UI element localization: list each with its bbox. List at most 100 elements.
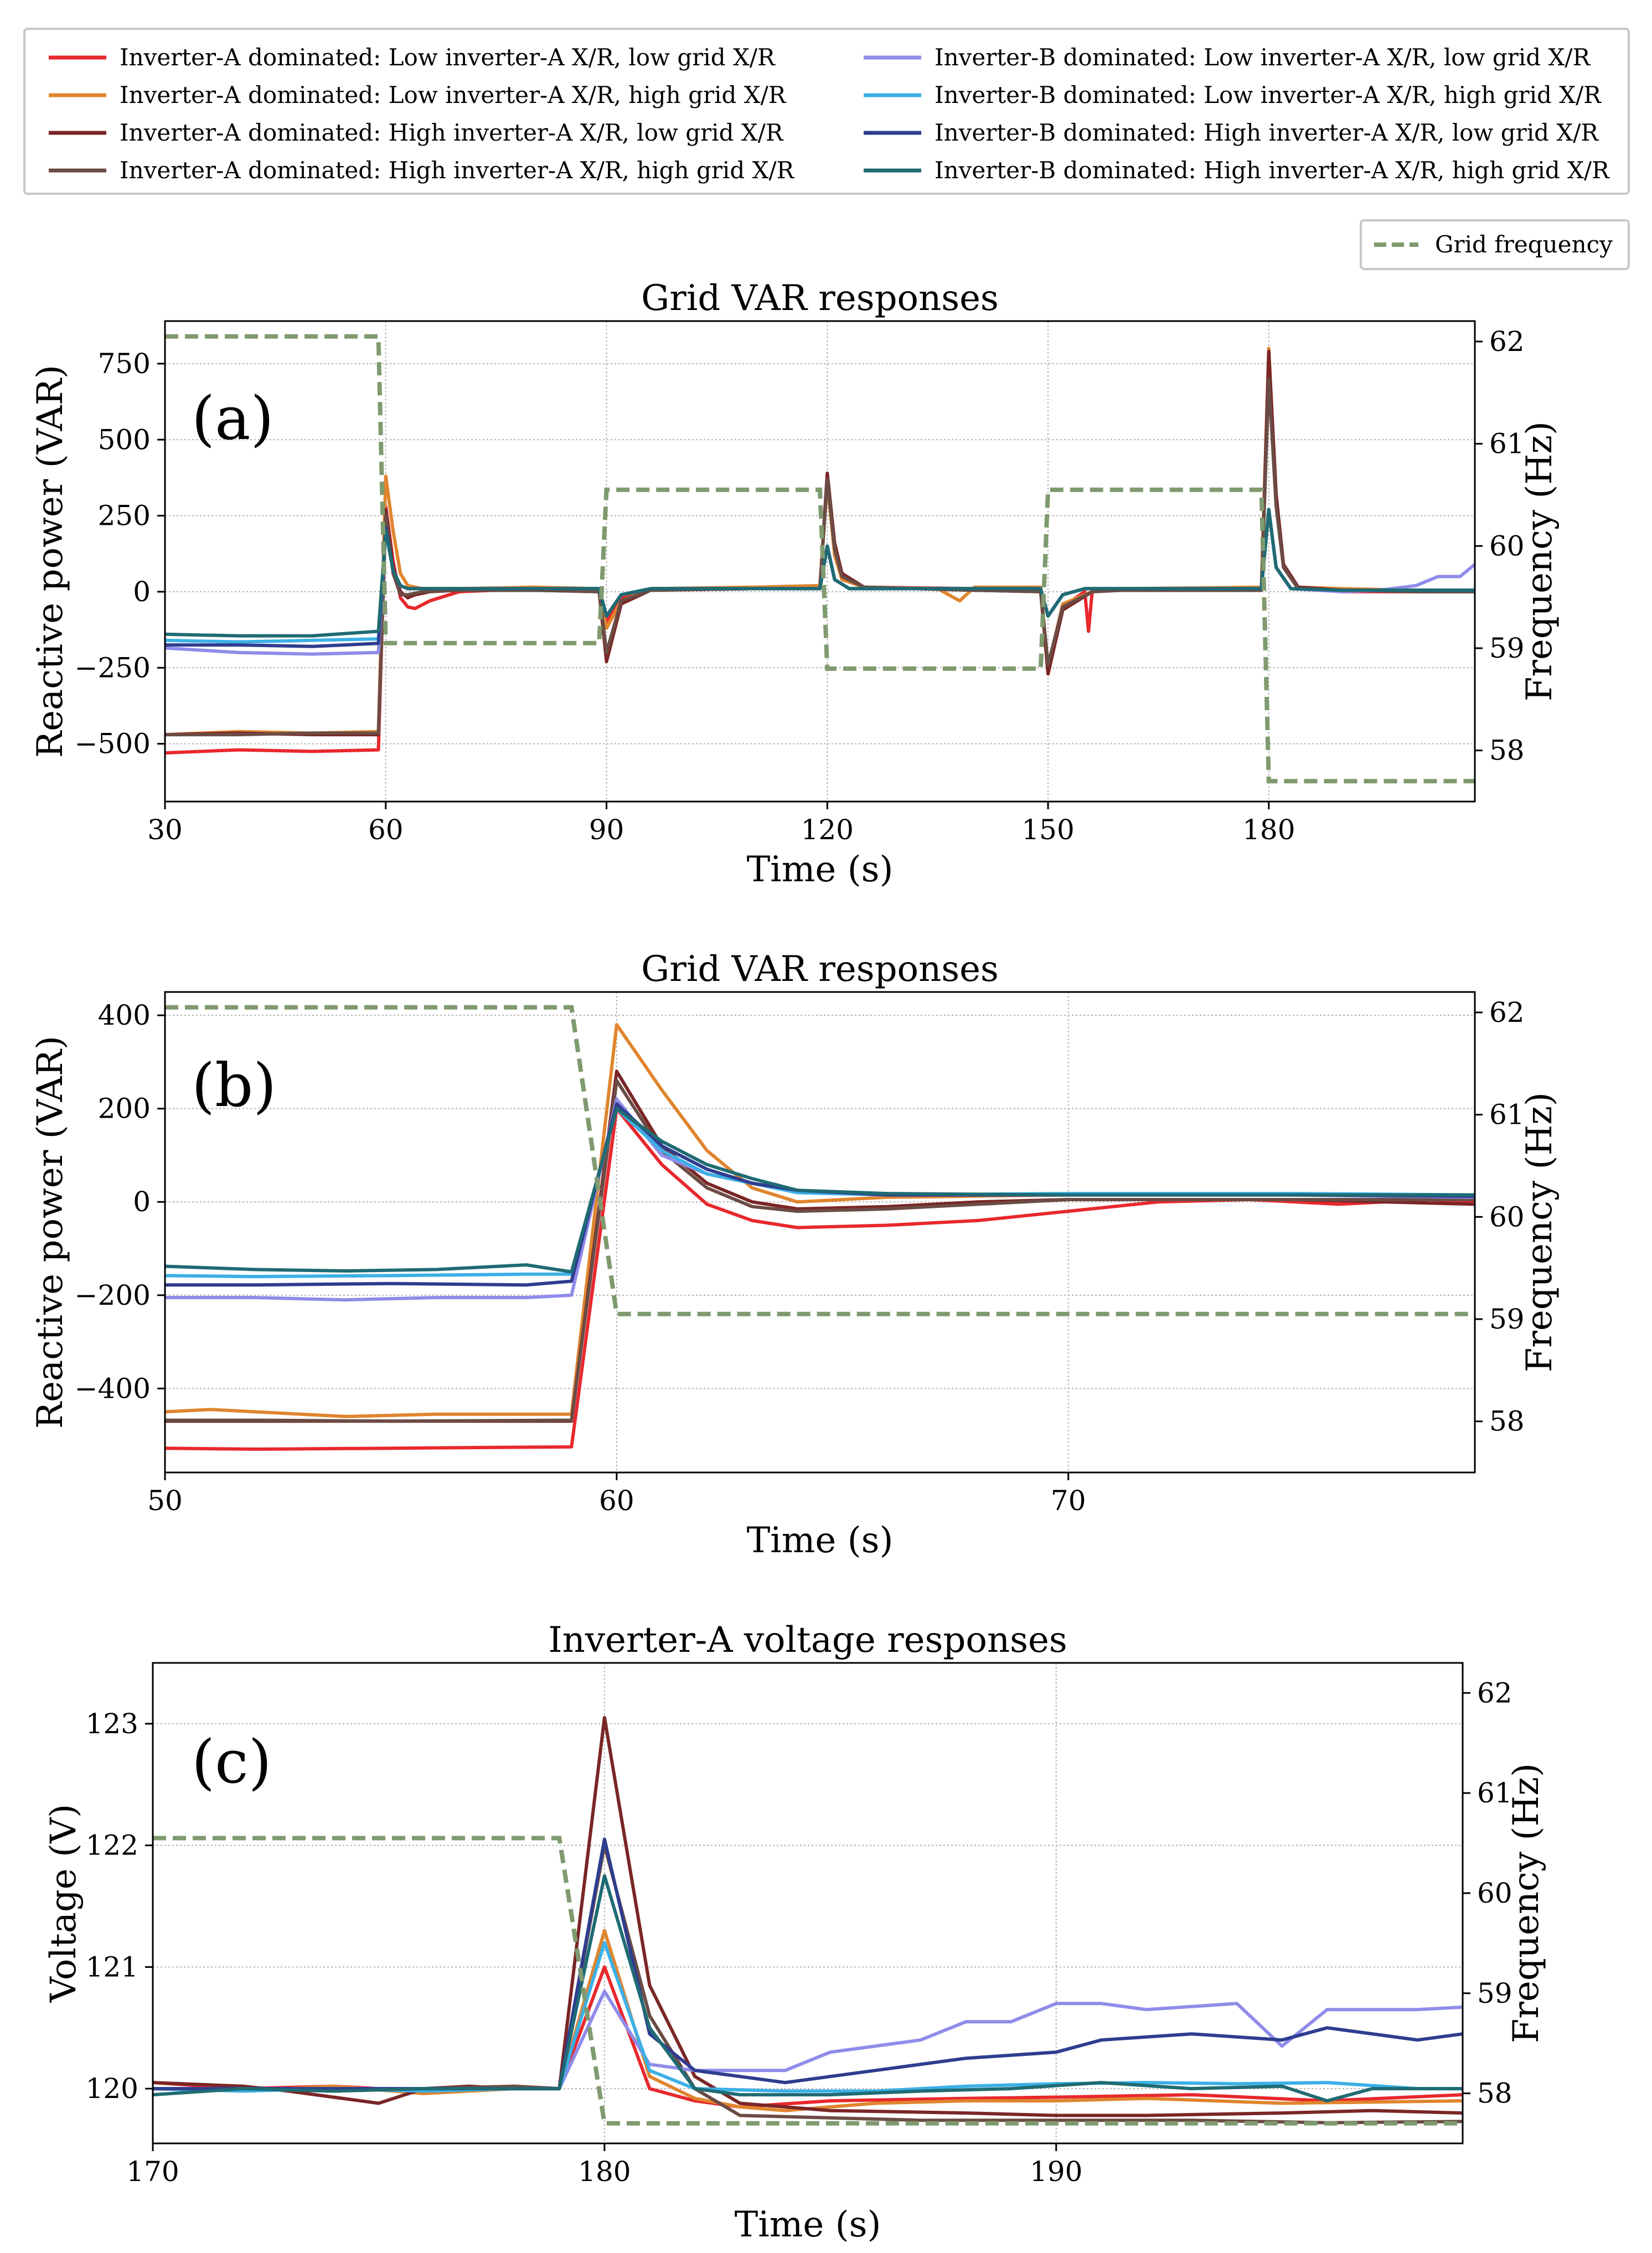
grid-frequency-line-c: [153, 1836, 1463, 2126]
y-tick-label: 120: [86, 2073, 138, 2105]
y2-tick-label: 58: [1477, 2078, 1512, 2110]
x-tick-label: 120: [801, 814, 854, 846]
panel-b: 50 60 70 −400 −200 0 200 400 58 59 60 61 62 Grid VAR …: [30, 949, 1560, 1561]
y2-tick-label: 59: [1489, 1303, 1525, 1335]
x-axis-label-c: Time (s): [735, 2204, 881, 2245]
y-tick-label: −250: [75, 652, 151, 684]
y-axis-label-b: Reactive power (VAR): [30, 1036, 71, 1429]
legend-entries: Inverter-A dominated: Low inverter-A X/R…: [49, 44, 1610, 184]
legend-label-inv_a_high_low: Inverter-A dominated: High inverter-A X/…: [120, 119, 784, 146]
panel-label-c: (c): [192, 1728, 272, 1797]
series-line-a-inv_a_high_high: [165, 377, 1475, 737]
series-line-c-inv_b_high_low: [153, 1837, 1463, 2091]
x-tick-label: 50: [147, 1485, 183, 1517]
grid-frequency-legend-frame: [1360, 219, 1630, 270]
series-line-a-inv_a_high_low: [165, 349, 1475, 737]
gridlines-a: [164, 321, 1475, 802]
chart-panels: 30 60 90 120 150 180−500−25002505007505859606…: [30, 278, 1560, 2245]
y2-tick-label: 58: [1489, 1405, 1525, 1438]
series-group-b: [165, 1005, 1475, 1451]
grid-frequency-legend-label: Grid frequency: [1435, 231, 1613, 258]
y-tick-label: 0: [133, 1186, 151, 1218]
legend-label-inv_a_high_high: Inverter-A dominated: High inverter-A X/…: [120, 157, 795, 184]
y-tick-label: 250: [98, 500, 151, 532]
grid-frequency-line-b: [165, 1005, 1475, 1316]
legend-label-inv_b_low_high: Inverter-B dominated: Low inverter-A X/R…: [935, 81, 1602, 108]
x-tick-label: 150: [1021, 814, 1074, 846]
y-tick-label: 200: [98, 1093, 151, 1125]
chart-title-a: Grid VAR responses: [641, 278, 999, 319]
y2-axis-label-b: Frequency (Hz): [1519, 1092, 1560, 1372]
x-tick-label: 60: [599, 1485, 634, 1517]
x-axis-label-b: Time (s): [747, 1520, 894, 1561]
series-line-a-inv_a_low_high: [165, 347, 1475, 737]
y-tick-label: −200: [75, 1279, 151, 1311]
plot-frame-b: [164, 991, 1476, 1474]
y2-tick-label: 61: [1477, 1777, 1512, 1809]
plot-frame-c: [152, 1662, 1464, 2145]
y-tick-label: 0: [133, 576, 151, 608]
y-tick-label: 400: [98, 999, 151, 1031]
x-tick-label: 60: [368, 814, 404, 846]
y2-tick-label: 62: [1489, 996, 1525, 1029]
legend-label-inv_a_low_high: Inverter-A dominated: Low inverter-A X/R…: [120, 81, 787, 108]
series-line-b-inv_a_low_high: [165, 1023, 1475, 1418]
panel-c: 170 180 190 120 121 122 123 58 59 60 61 62 Inverter-…: [43, 1620, 1547, 2245]
y-tick-label: −500: [75, 728, 151, 760]
x-tick-label: 180: [1242, 814, 1295, 846]
series-line-c-inv_a_high_low: [153, 1715, 1463, 2117]
legend-label-inv_b_high_low: Inverter-B dominated: High inverter-A X/…: [935, 119, 1599, 146]
y-tick-label: 123: [86, 1708, 138, 1740]
series-line-a-inv_b_high_high: [165, 508, 1475, 638]
y-tick-label: −400: [75, 1372, 151, 1404]
y2-tick-label: 60: [1489, 1201, 1525, 1233]
gridlines-b: [164, 992, 1475, 1472]
series-line-c-inv_b_high_high: [153, 1874, 1463, 2103]
gridlines-c: [152, 1663, 1463, 2143]
y2-tick-label: 59: [1489, 632, 1525, 664]
series-legend: Inverter-A dominated: Low inverter-A X/R…: [23, 28, 1630, 195]
x-axis-label-a: Time (s): [747, 849, 894, 890]
legend-label-inv_a_low_low: Inverter-A dominated: Low inverter-A X/R…: [120, 44, 776, 71]
x-tick-label: 30: [147, 814, 183, 846]
panel-label-a: (a): [192, 384, 274, 453]
series-line-b-inv_a_high_high: [165, 1079, 1475, 1423]
y2-tick-label: 60: [1489, 530, 1525, 562]
y2-tick-label: 62: [1477, 1677, 1512, 1709]
series-line-b-inv_a_low_low: [165, 1107, 1475, 1451]
x-tick-label: 170: [126, 2156, 179, 2188]
y2-tick-label: 61: [1489, 1099, 1525, 1131]
y2-axis-label-a: Frequency (Hz): [1519, 421, 1560, 701]
legend-frame: [23, 28, 1630, 195]
grid-frequency-line-a: [165, 334, 1475, 784]
panel-a: 30 60 90 120 150 180 −500 −250 0 250 500 750 58 59 60 6…: [30, 278, 1560, 890]
grid-frequency-legend: Grid frequency: [1360, 219, 1630, 270]
chart-title-c: Inverter-A voltage responses: [548, 1620, 1067, 1661]
x-tick-label: 70: [1051, 1485, 1086, 1517]
series-group-c: [153, 1715, 1463, 2126]
y-axis-label-c: Voltage (V): [43, 1804, 84, 2003]
y2-tick-label: 58: [1489, 735, 1525, 767]
y-tick-label: 122: [86, 1830, 138, 1862]
y2-tick-label: 62: [1489, 325, 1525, 358]
y-tick-label: 750: [98, 348, 151, 380]
y-tick-label: 500: [98, 423, 151, 456]
y2-axis-label-c: Frequency (Hz): [1506, 1763, 1547, 2043]
y-axis-label-a: Reactive power (VAR): [30, 365, 71, 758]
y2-tick-label: 59: [1477, 1977, 1512, 2009]
series-group-a: [165, 334, 1475, 784]
series-line-b-inv_a_high_low: [165, 1069, 1475, 1423]
legend-label-inv_b_high_high: Inverter-B dominated: High inverter-A X/…: [935, 157, 1610, 184]
y-tick-label: 121: [86, 1951, 138, 1983]
panel-label-b: (b): [192, 1051, 276, 1120]
series-line-c-inv_b_low_high: [153, 1941, 1463, 2093]
x-tick-label: 180: [578, 2156, 631, 2188]
series-line-a-inv_a_low_low: [165, 359, 1475, 755]
legend-label-inv_b_low_low: Inverter-B dominated: Low inverter-A X/R…: [935, 44, 1591, 71]
plot-frame-a: [164, 320, 1476, 803]
y2-tick-label: 60: [1477, 1877, 1512, 1909]
series-line-b-inv_b_high_high: [165, 1107, 1475, 1274]
chart-title-b: Grid VAR responses: [641, 949, 999, 990]
x-tick-label: 190: [1030, 2156, 1082, 2188]
